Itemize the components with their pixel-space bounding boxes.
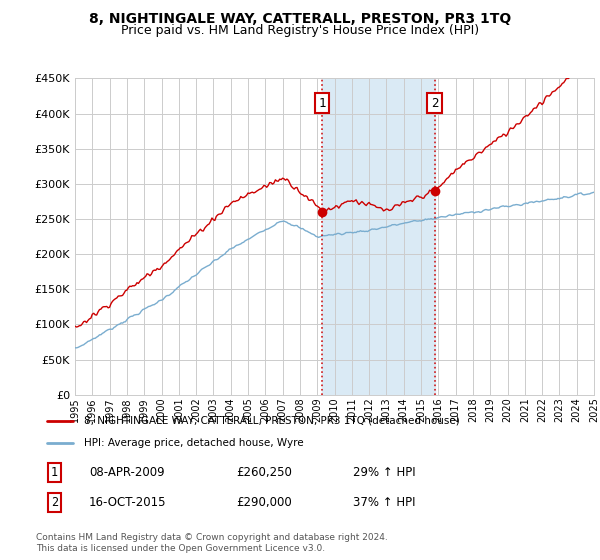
Text: HPI: Average price, detached house, Wyre: HPI: Average price, detached house, Wyre — [83, 438, 303, 448]
Text: Price paid vs. HM Land Registry's House Price Index (HPI): Price paid vs. HM Land Registry's House … — [121, 24, 479, 37]
Text: 1: 1 — [51, 466, 58, 479]
Text: 37% ↑ HPI: 37% ↑ HPI — [353, 496, 415, 508]
Text: £290,000: £290,000 — [236, 496, 292, 508]
Text: 29% ↑ HPI: 29% ↑ HPI — [353, 466, 415, 479]
Text: 2: 2 — [51, 496, 58, 508]
Text: 8, NIGHTINGALE WAY, CATTERALL, PRESTON, PR3 1TQ (detached house): 8, NIGHTINGALE WAY, CATTERALL, PRESTON, … — [83, 416, 459, 426]
Text: 1: 1 — [318, 96, 326, 110]
Text: 16-OCT-2015: 16-OCT-2015 — [89, 496, 166, 508]
Text: 2: 2 — [431, 96, 439, 110]
Text: £260,250: £260,250 — [236, 466, 293, 479]
Text: Contains HM Land Registry data © Crown copyright and database right 2024.
This d: Contains HM Land Registry data © Crown c… — [36, 533, 388, 553]
Bar — [322, 78, 434, 395]
Text: 08-APR-2009: 08-APR-2009 — [89, 466, 164, 479]
Text: 8, NIGHTINGALE WAY, CATTERALL, PRESTON, PR3 1TQ: 8, NIGHTINGALE WAY, CATTERALL, PRESTON, … — [89, 12, 511, 26]
